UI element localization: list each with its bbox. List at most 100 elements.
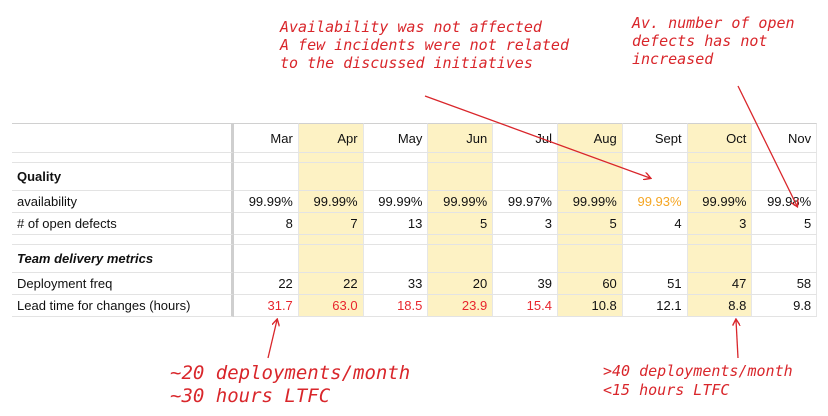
annotation-before-note: ~20 deployments/month ~30 hours LTFC: [170, 362, 410, 408]
spacer-cell[interactable]: [622, 235, 688, 245]
spacer-cell[interactable]: [363, 235, 429, 245]
data-cell[interactable]: 51: [622, 273, 688, 295]
spacer-cell[interactable]: [557, 153, 623, 163]
row-label[interactable]: # of open defects: [12, 213, 234, 235]
annotation-line: Availability was not affected: [280, 18, 542, 36]
column-header-sept[interactable]: Sept: [622, 123, 688, 153]
data-cell[interactable]: 47: [687, 273, 753, 295]
spacer-cell[interactable]: [493, 153, 558, 163]
data-cell[interactable]: 8.8: [687, 295, 753, 317]
column-header-oct[interactable]: Oct: [687, 123, 753, 153]
spacer-cell[interactable]: [12, 235, 234, 245]
column-header-jun[interactable]: Jun: [428, 123, 494, 153]
empty-cell[interactable]: [687, 163, 753, 191]
empty-cell[interactable]: [234, 163, 299, 191]
data-cell[interactable]: 3: [493, 213, 558, 235]
spacer-cell[interactable]: [752, 235, 818, 245]
spacer-cell[interactable]: [622, 153, 688, 163]
data-cell[interactable]: 8: [234, 213, 299, 235]
spacer-cell[interactable]: [12, 153, 234, 163]
empty-cell[interactable]: [298, 245, 364, 273]
empty-cell[interactable]: [752, 245, 818, 273]
corner-cell[interactable]: [12, 123, 234, 153]
data-cell[interactable]: 12.1: [622, 295, 688, 317]
data-cell[interactable]: 31.7: [234, 295, 299, 317]
empty-cell[interactable]: [363, 245, 429, 273]
row-label[interactable]: availability: [12, 191, 234, 213]
data-cell[interactable]: 39: [493, 273, 558, 295]
spacer-cell[interactable]: [557, 235, 623, 245]
column-header-nov[interactable]: Nov: [752, 123, 818, 153]
empty-cell[interactable]: [752, 163, 818, 191]
empty-cell[interactable]: [557, 163, 623, 191]
annotation-line: <15 hours LTFC: [603, 380, 730, 399]
spacer-cell[interactable]: [752, 153, 818, 163]
empty-cell[interactable]: [493, 163, 558, 191]
row-label[interactable]: Lead time for changes (hours): [12, 295, 234, 317]
data-cell[interactable]: 5: [428, 213, 494, 235]
spreadsheet: Mar Apr May Jun Jul Aug Sept Oct Nov Quality avail…: [12, 123, 818, 317]
data-cell[interactable]: 99.99%: [363, 191, 429, 213]
data-cell[interactable]: 9.8: [752, 295, 818, 317]
column-header-may[interactable]: May: [363, 123, 429, 153]
spacer-cell[interactable]: [687, 153, 753, 163]
section-title[interactable]: Team delivery metrics: [12, 245, 234, 273]
data-cell[interactable]: 33: [363, 273, 429, 295]
empty-cell[interactable]: [493, 245, 558, 273]
spacer-cell[interactable]: [298, 153, 364, 163]
data-cell[interactable]: 10.8: [557, 295, 623, 317]
empty-cell[interactable]: [622, 163, 688, 191]
arrow-to-lead-time-after: [736, 320, 738, 359]
spacer-cell[interactable]: [298, 235, 364, 245]
data-cell[interactable]: 3: [687, 213, 753, 235]
data-cell[interactable]: 15.4: [493, 295, 558, 317]
spacer-cell[interactable]: [428, 235, 494, 245]
column-header-jul[interactable]: Jul: [493, 123, 558, 153]
empty-cell[interactable]: [622, 245, 688, 273]
data-cell[interactable]: 99.99%: [557, 191, 623, 213]
annotation-line: >40 deployments/month: [603, 362, 793, 380]
data-cell[interactable]: 99.99%: [428, 191, 494, 213]
data-cell[interactable]: 20: [428, 273, 494, 295]
empty-cell[interactable]: [428, 163, 494, 191]
spacer-cell[interactable]: [687, 235, 753, 245]
data-cell[interactable]: 22: [234, 273, 299, 295]
data-cell[interactable]: 23.9: [428, 295, 494, 317]
data-cell[interactable]: 63.0: [298, 295, 364, 317]
empty-cell[interactable]: [428, 245, 494, 273]
data-cell[interactable]: 13: [363, 213, 429, 235]
data-cell[interactable]: 58: [752, 273, 818, 295]
annotation-line: A few incidents were not related: [280, 36, 569, 54]
column-header-apr[interactable]: Apr: [298, 123, 364, 153]
data-cell[interactable]: 99.99%: [298, 191, 364, 213]
annotation-line: defects has not: [632, 32, 768, 50]
empty-cell[interactable]: [363, 163, 429, 191]
data-cell[interactable]: 99.97%: [493, 191, 558, 213]
data-cell[interactable]: 99.93%: [622, 191, 688, 213]
data-cell[interactable]: 4: [622, 213, 688, 235]
data-cell[interactable]: 99.99%: [687, 191, 753, 213]
data-cell[interactable]: 18.5: [363, 295, 429, 317]
data-cell[interactable]: 5: [752, 213, 818, 235]
column-header-aug[interactable]: Aug: [557, 123, 623, 153]
empty-cell[interactable]: [557, 245, 623, 273]
annotation-line: to the discussed initiatives: [280, 54, 533, 72]
data-cell[interactable]: 60: [557, 273, 623, 295]
empty-cell[interactable]: [298, 163, 364, 191]
data-cell[interactable]: 5: [557, 213, 623, 235]
spacer-cell[interactable]: [428, 153, 494, 163]
column-header-mar[interactable]: Mar: [234, 123, 299, 153]
section-title[interactable]: Quality: [12, 163, 234, 191]
data-cell[interactable]: 7: [298, 213, 364, 235]
data-cell[interactable]: 99.99%: [234, 191, 299, 213]
spacer-cell[interactable]: [493, 235, 558, 245]
spacer-cell[interactable]: [234, 235, 299, 245]
data-cell[interactable]: 22: [298, 273, 364, 295]
row-label[interactable]: Deployment freq: [12, 273, 234, 295]
arrow-to-lead-time-before: [267, 320, 277, 359]
spacer-cell[interactable]: [234, 153, 299, 163]
empty-cell[interactable]: [687, 245, 753, 273]
empty-cell[interactable]: [234, 245, 299, 273]
spacer-cell[interactable]: [363, 153, 429, 163]
data-cell[interactable]: 99.98%: [752, 191, 818, 213]
